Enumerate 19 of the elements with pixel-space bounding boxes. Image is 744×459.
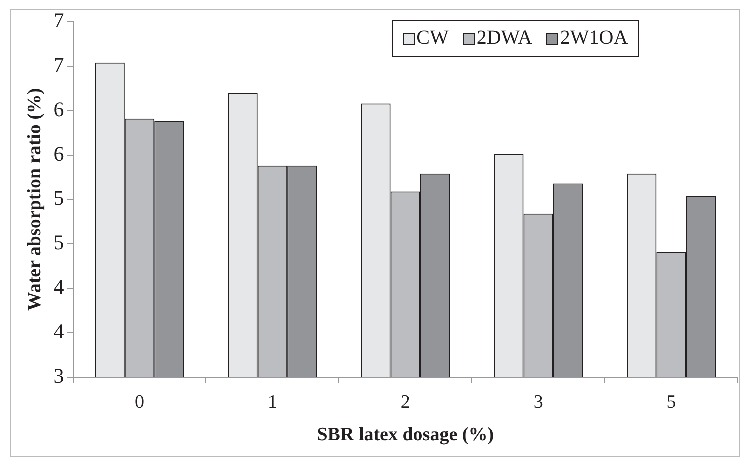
y-tick-label: 6 — [54, 142, 64, 166]
legend-label: 2W1OA — [560, 27, 628, 50]
x-tick-label: 0 — [135, 392, 145, 413]
x-tick-label: 5 — [666, 392, 676, 413]
y-tick-label: 5 — [54, 186, 64, 210]
x-axis-title: SBR latex dosage (%) — [317, 424, 494, 446]
y-tick-label: 5 — [54, 230, 64, 255]
x-tick-label: 3 — [534, 392, 544, 413]
y-tick-label: 3 — [54, 364, 64, 388]
y-tick-label: 4 — [54, 319, 65, 344]
y-tick-label: 7 — [54, 8, 64, 33]
y-tick-label: 6 — [54, 97, 64, 122]
legend-label: 2DWA — [476, 27, 532, 50]
x-tick-label: 2 — [400, 392, 410, 413]
y-tick-label: 4 — [54, 275, 65, 300]
legend-label: CW — [416, 27, 449, 50]
x-tick-label: 1 — [268, 392, 278, 413]
y-axis-title: Water absorption ratio (%) — [24, 88, 46, 312]
y-tick-label: 7 — [54, 52, 64, 77]
